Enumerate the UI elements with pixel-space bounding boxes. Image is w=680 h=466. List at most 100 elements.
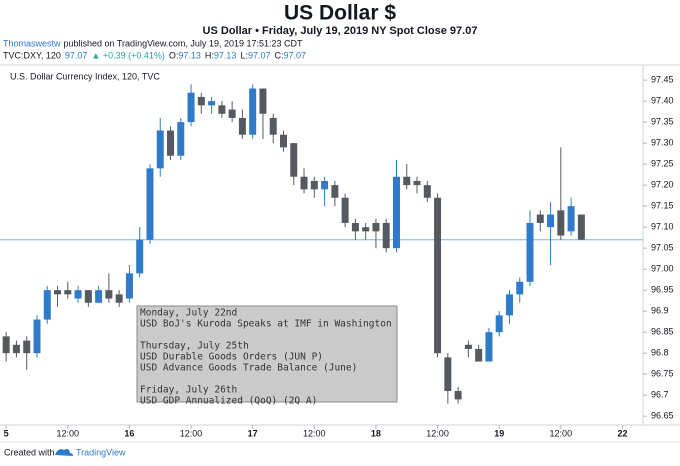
footer-created: Created with bbox=[4, 447, 55, 457]
series-name: U.S. Dollar Currency Index, 120, TVC bbox=[10, 71, 160, 81]
candle-body bbox=[526, 222, 534, 282]
candle-body bbox=[382, 222, 390, 249]
quote-item: 97.07 bbox=[65, 50, 88, 60]
candle-body bbox=[74, 290, 82, 299]
quote-item: 97.07 bbox=[283, 50, 306, 60]
subtitle: US Dollar • Friday, July 19, 2019 NY Spo… bbox=[203, 25, 478, 37]
candle-body bbox=[444, 357, 452, 391]
quote-item: 97.13 bbox=[178, 50, 201, 60]
footer-brand[interactable]: TradingView bbox=[76, 447, 126, 457]
y-tick-label: 97.20 bbox=[651, 180, 674, 190]
y-tick-label: 96.8 bbox=[651, 348, 669, 358]
candle-body bbox=[43, 290, 51, 320]
candle-body bbox=[269, 117, 277, 135]
x-tick-label: 12:00 bbox=[426, 428, 449, 438]
published: published on TradingView.com, July 19, 2… bbox=[64, 38, 303, 48]
quote-item: L: bbox=[240, 50, 248, 60]
x-tick-label: 12:00 bbox=[550, 428, 573, 438]
x-tick-label: 12:00 bbox=[180, 428, 203, 438]
candle-body bbox=[259, 88, 267, 114]
candle-body bbox=[146, 168, 154, 240]
x-tick-label: 12:00 bbox=[303, 428, 326, 438]
candle-body bbox=[105, 290, 113, 299]
candle-body bbox=[577, 214, 585, 240]
candle-body bbox=[64, 290, 72, 295]
x-tick-label: 16 bbox=[124, 428, 134, 438]
candle-body bbox=[372, 222, 380, 232]
candle-body bbox=[156, 130, 164, 169]
y-tick-label: 97.25 bbox=[651, 159, 674, 169]
candle-body bbox=[321, 180, 329, 190]
candle-body bbox=[208, 101, 216, 106]
candle-body bbox=[516, 281, 524, 295]
candle-body bbox=[187, 92, 195, 123]
quote-item: O: bbox=[169, 50, 179, 60]
candle-body bbox=[505, 294, 513, 316]
candle-body bbox=[567, 206, 575, 232]
candle-body bbox=[197, 96, 205, 106]
candle-body bbox=[331, 185, 339, 198]
quote-item: 97.13 bbox=[214, 50, 237, 60]
candle-body bbox=[238, 117, 246, 135]
candle-body bbox=[54, 290, 62, 295]
author[interactable]: Thomaswestw bbox=[3, 38, 61, 48]
y-tick-label: 97.35 bbox=[651, 117, 674, 127]
quote-item: C: bbox=[274, 50, 283, 60]
y-tick-label: 96.95 bbox=[651, 285, 674, 295]
y-tick-label: 97.40 bbox=[651, 96, 674, 106]
candle-body bbox=[547, 214, 555, 228]
y-tick-label: 97.45 bbox=[651, 74, 674, 84]
annotation-line: USD Durable Goods Orders (JUN P) bbox=[140, 352, 323, 363]
candle-body bbox=[115, 294, 123, 303]
chart-title: US Dollar $ bbox=[284, 2, 396, 25]
quote-item: ▲ +0.39 (+0.41%) bbox=[91, 50, 164, 60]
y-tick-label: 96.85 bbox=[651, 327, 674, 337]
candle-body bbox=[423, 185, 431, 198]
candle-body bbox=[290, 143, 298, 177]
candle-body bbox=[351, 222, 359, 232]
candle-body bbox=[136, 239, 144, 274]
x-tick-label: 5 bbox=[4, 428, 9, 438]
candle-body bbox=[300, 176, 308, 190]
x-tick-label: 12:00 bbox=[57, 428, 80, 438]
candle-body bbox=[434, 197, 442, 354]
candle-body bbox=[95, 290, 103, 303]
candle-body bbox=[403, 176, 411, 186]
candle-body bbox=[249, 88, 257, 135]
quote-item: TVC:DXY, 120 bbox=[3, 50, 61, 60]
y-tick-label: 96.7 bbox=[651, 390, 669, 400]
candle-body bbox=[218, 105, 226, 114]
y-tick-label: 97.15 bbox=[651, 201, 674, 211]
candle-body bbox=[228, 109, 236, 118]
candle-body bbox=[536, 214, 544, 223]
candle-body bbox=[177, 122, 185, 156]
annotation-box bbox=[136, 305, 398, 403]
y-tick-label: 97.05 bbox=[651, 243, 674, 253]
y-tick-label: 97.10 bbox=[651, 222, 674, 232]
candle-body bbox=[485, 332, 493, 362]
y-tick-label: 97.00 bbox=[651, 264, 674, 274]
candle-body bbox=[33, 319, 41, 354]
candle-body bbox=[125, 273, 133, 299]
candle-body bbox=[23, 340, 31, 354]
candle-body bbox=[341, 197, 349, 223]
candle-body bbox=[557, 210, 565, 236]
candle-body bbox=[495, 315, 503, 333]
candle-body bbox=[12, 344, 20, 354]
candle-body bbox=[2, 336, 10, 354]
annotation-line: USD Advance Goods Trade Balance (June) bbox=[140, 363, 357, 374]
quote-item: 97.07 bbox=[248, 50, 271, 60]
candle-body bbox=[84, 290, 92, 303]
x-tick-label: 19 bbox=[494, 428, 504, 438]
annotation-line: USD GDP Annualized (QoQ) (2Q A) bbox=[140, 396, 317, 407]
candle-body bbox=[475, 348, 483, 362]
y-tick-label: 96.65 bbox=[651, 411, 674, 421]
y-tick-label: 96.75 bbox=[651, 369, 674, 379]
x-tick-label: 22 bbox=[617, 428, 627, 438]
annotation-line: Monday, July 22nd bbox=[140, 308, 237, 319]
annotation-line: Thursday, July 25th bbox=[140, 341, 249, 352]
candle-body bbox=[310, 180, 318, 190]
tradingview-logo bbox=[55, 449, 73, 456]
y-tick-label: 97.30 bbox=[651, 138, 674, 148]
